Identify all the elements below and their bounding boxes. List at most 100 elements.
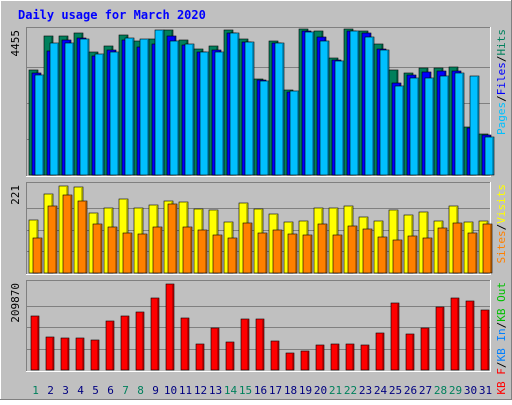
legend-separator: /	[495, 224, 508, 231]
bar-pages-day-5	[94, 53, 105, 176]
bar-shade	[277, 342, 279, 370]
bar-body	[480, 309, 490, 371]
bar-shade	[97, 341, 99, 370]
bar-kb-f-day-23	[360, 344, 370, 371]
chart-title: Daily usage for March 2020	[18, 8, 206, 22]
bar-body	[107, 226, 118, 274]
bar-kb-f-day-4	[75, 337, 85, 371]
legend-kb-out: KB Out	[495, 282, 508, 322]
bar-shade	[387, 51, 389, 175]
y-max-label: 221	[9, 185, 22, 205]
bar-body	[422, 237, 433, 274]
bar-pages-day-21	[334, 60, 345, 176]
x-label-day-5: 5	[92, 384, 99, 397]
bar-shade	[307, 352, 309, 370]
bar-body	[210, 327, 220, 371]
bar-kb-f-day-18	[285, 352, 295, 371]
bar-sites-day-29	[452, 222, 463, 274]
bar-shade	[400, 241, 402, 273]
bar-shade	[117, 53, 119, 175]
bar-shade	[430, 239, 432, 273]
x-label-day-13: 13	[209, 384, 222, 397]
bar-shade	[87, 40, 89, 175]
bar-sites-day-30	[467, 232, 478, 274]
bar-shade	[220, 236, 222, 273]
bar-body	[150, 297, 160, 371]
bar-sites-day-7	[122, 232, 133, 274]
bar-kb-f-day-21	[330, 343, 340, 371]
bar-pages-day-26	[409, 77, 420, 176]
bar-pages-day-8	[139, 38, 150, 176]
bar-shade	[487, 311, 489, 370]
bar-pages-day-23	[364, 36, 375, 176]
bar-shade	[132, 39, 134, 175]
legend-visits: Visits	[495, 184, 508, 224]
chart-panels: 4455Pages/Files/Hits221Sites/Visits20987…	[9, 27, 508, 395]
bar-shade	[402, 87, 404, 175]
bar-body	[390, 302, 400, 371]
bar-body	[347, 225, 358, 274]
bar-body	[105, 320, 115, 371]
bar-sites-day-5	[92, 223, 103, 274]
bar-shade	[190, 228, 192, 273]
bar-body	[452, 222, 463, 274]
bar-shade	[327, 42, 329, 175]
bar-body	[240, 318, 250, 371]
bar-body	[392, 239, 403, 274]
bar-kb-f-day-8	[135, 311, 145, 371]
bar-pages-day-14	[229, 32, 240, 176]
bar-pages-day-16	[259, 80, 270, 176]
bar-body	[60, 337, 70, 371]
bar-body	[255, 318, 265, 371]
bar-shade	[417, 79, 419, 175]
x-label-day-4: 4	[77, 384, 84, 397]
x-label-day-1: 1	[32, 384, 39, 397]
x-label-day-12: 12	[194, 384, 207, 397]
x-label-day-23: 23	[359, 384, 372, 397]
bar-pages-day-17	[274, 42, 285, 176]
bar-pages-day-27	[424, 77, 435, 176]
bar-sites-day-4	[77, 200, 88, 274]
bar-sites-day-22	[347, 225, 358, 274]
x-label-day-31: 31	[479, 384, 492, 397]
bar-shade	[382, 334, 384, 370]
bar-shade	[67, 339, 69, 370]
bar-body	[180, 317, 190, 371]
bar-shade	[355, 227, 357, 273]
bar-kb-f-day-29	[450, 297, 460, 371]
bar-body	[257, 232, 268, 274]
bar-sites-day-18	[287, 233, 298, 274]
bar-pages-day-1	[34, 74, 45, 176]
bar-shade	[372, 38, 374, 175]
bar-body	[407, 235, 418, 274]
bar-body	[469, 75, 480, 176]
x-label-day-7: 7	[122, 384, 129, 397]
bar-pages-day-12	[199, 51, 210, 176]
legend: KB F/KB In/KB Out	[495, 282, 508, 395]
bar-shade	[325, 225, 327, 273]
bar-kb-f-day-14	[225, 341, 235, 371]
bar-shade	[337, 345, 339, 370]
bar-body	[47, 205, 58, 274]
bar-body	[484, 136, 495, 176]
bar-kb-f-day-25	[390, 302, 400, 371]
bar-shade	[262, 320, 264, 370]
x-label-day-6: 6	[107, 384, 114, 397]
bar-shade	[162, 31, 164, 175]
bar-shade	[55, 207, 57, 273]
bar-sites-day-11	[182, 226, 193, 274]
bar-shade	[175, 205, 177, 273]
bar-shade	[145, 235, 147, 273]
bar-kb-f-day-19	[300, 350, 310, 371]
x-label-day-15: 15	[239, 384, 252, 397]
bar-kb-f-day-1	[30, 315, 40, 371]
x-label-day-14: 14	[224, 384, 238, 397]
bar-shade	[57, 44, 59, 175]
x-label-day-20: 20	[314, 384, 327, 397]
bar-sites-day-23	[362, 228, 373, 274]
bar-shade	[445, 229, 447, 273]
bar-shade	[295, 235, 297, 273]
